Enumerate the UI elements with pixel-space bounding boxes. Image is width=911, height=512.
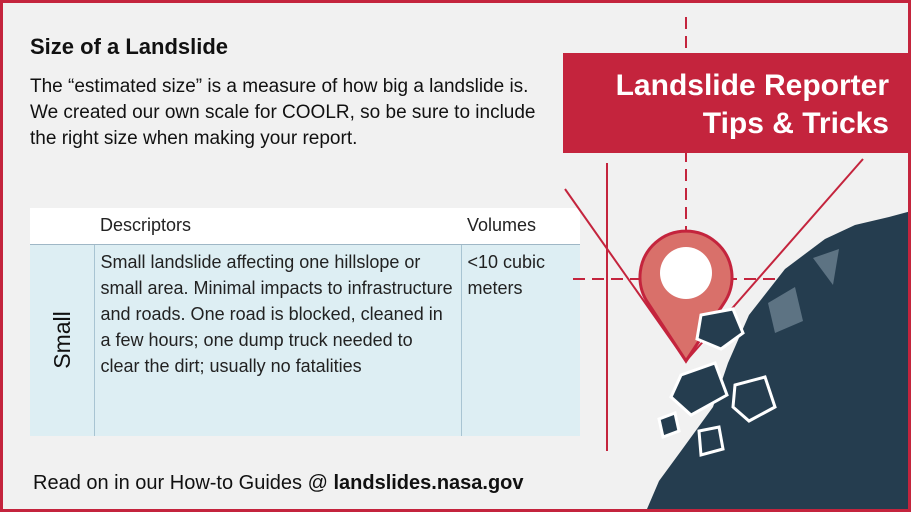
table-header-row: Descriptors Volumes <box>30 208 580 245</box>
column-header-volumes: Volumes <box>461 208 580 245</box>
falling-rock-icon <box>657 307 777 457</box>
intro-paragraph: The “estimated size” is a measure of how… <box>30 76 536 149</box>
banner-line-1: Landslide Reporter <box>615 69 889 102</box>
map-pin-icon <box>638 229 734 364</box>
footer-text: Read on in our How-to Guides @ landslide… <box>33 472 524 495</box>
category-label: Small <box>48 311 75 370</box>
size-table: Descriptors Volumes Small Small landslid… <box>30 208 580 436</box>
category-cell: Small <box>30 244 95 436</box>
table-row: Small Small landslide affecting one hill… <box>30 244 580 436</box>
column-header-descriptors: Descriptors <box>94 208 461 245</box>
column-header-category <box>30 208 94 245</box>
page-title: Size of a Landslide <box>30 34 229 59</box>
descriptor-cell: Small landslide affecting one hillslope … <box>94 244 462 436</box>
tips-banner: Landslide Reporter Tips & Tricks <box>563 53 908 153</box>
footer-prefix: Read on in our How-to Guides @ <box>33 472 334 494</box>
banner-line-2: Tips & Tricks <box>702 107 889 140</box>
volume-cell: <10 cubic meters <box>461 244 580 436</box>
landslide-illustration <box>564 17 908 509</box>
footer-link[interactable]: landslides.nasa.gov <box>333 472 524 494</box>
